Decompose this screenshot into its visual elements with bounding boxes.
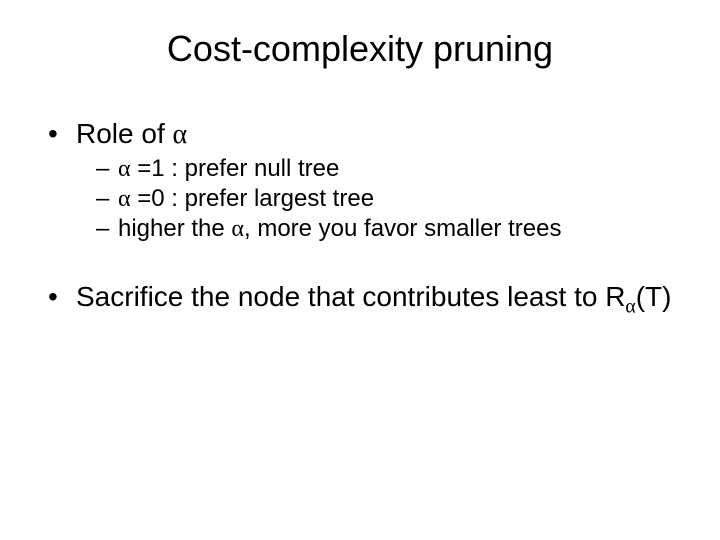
text-fragment: =0 : prefer largest tree bbox=[131, 185, 374, 212]
sub-bullet-3: – higher the α, more you favor smaller t… bbox=[96, 215, 680, 243]
dash-icon: – bbox=[96, 215, 118, 243]
text-fragment: =1 : prefer null tree bbox=[131, 155, 340, 182]
alpha-symbol: α bbox=[173, 119, 188, 150]
spacer bbox=[48, 245, 680, 273]
text-fragment: higher the bbox=[118, 215, 231, 242]
text-fragment: , more you favor smaller trees bbox=[244, 215, 561, 242]
bullet-2-text: Sacrifice the node that contributes leas… bbox=[76, 281, 671, 319]
sub-bullet-3-text: higher the α, more you favor smaller tre… bbox=[118, 215, 561, 243]
sub-bullet-1-text: α =1 : prefer null tree bbox=[118, 155, 339, 183]
slide: Cost-complexity pruning • Role of α – α … bbox=[0, 0, 720, 540]
bullet-2: • Sacrifice the node that contributes le… bbox=[48, 281, 680, 319]
bullet-dot-icon: • bbox=[48, 281, 76, 313]
text-fragment: Sacrifice the node that contributes leas… bbox=[76, 281, 625, 312]
sub-bullet-1: – α =1 : prefer null tree bbox=[96, 155, 680, 183]
slide-body: • Role of α – α =1 : prefer null tree – … bbox=[0, 80, 720, 319]
bullet-1: • Role of α bbox=[48, 118, 680, 151]
bullet-dot-icon: • bbox=[48, 118, 76, 150]
sub-bullet-2: – α =0 : prefer largest tree bbox=[96, 185, 680, 213]
text-fragment: (T) bbox=[636, 281, 672, 312]
alpha-symbol: α bbox=[231, 216, 244, 242]
sub-bullet-2-text: α =0 : prefer largest tree bbox=[118, 185, 374, 213]
alpha-symbol: α bbox=[118, 186, 131, 212]
dash-icon: – bbox=[96, 155, 118, 183]
slide-title: Cost-complexity pruning bbox=[0, 0, 720, 80]
alpha-symbol: α bbox=[118, 156, 131, 182]
alpha-subscript: α bbox=[625, 297, 635, 318]
dash-icon: – bbox=[96, 185, 118, 213]
bullet-1-text: Role of α bbox=[76, 118, 187, 151]
text-fragment: Role of bbox=[76, 118, 173, 149]
